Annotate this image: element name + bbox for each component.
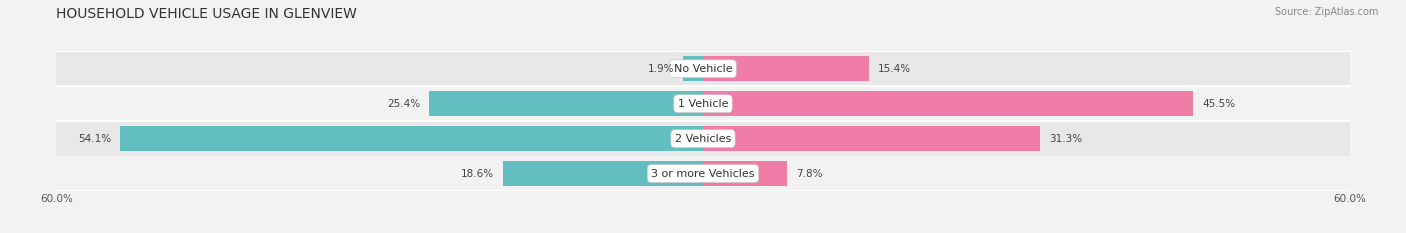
Bar <box>703 56 869 81</box>
Bar <box>120 126 703 151</box>
Text: 1 Vehicle: 1 Vehicle <box>678 99 728 109</box>
Bar <box>682 56 703 81</box>
Text: 31.3%: 31.3% <box>1049 134 1083 144</box>
Bar <box>502 161 703 186</box>
Text: 1.9%: 1.9% <box>647 64 673 74</box>
FancyBboxPatch shape <box>56 156 1350 191</box>
Text: 18.6%: 18.6% <box>461 169 494 178</box>
Text: 7.8%: 7.8% <box>796 169 823 178</box>
Text: HOUSEHOLD VEHICLE USAGE IN GLENVIEW: HOUSEHOLD VEHICLE USAGE IN GLENVIEW <box>56 7 357 21</box>
Bar <box>429 91 703 116</box>
Text: 3 or more Vehicles: 3 or more Vehicles <box>651 169 755 178</box>
FancyBboxPatch shape <box>56 51 1350 86</box>
Text: 15.4%: 15.4% <box>877 64 911 74</box>
Text: 2 Vehicles: 2 Vehicles <box>675 134 731 144</box>
Text: 45.5%: 45.5% <box>1202 99 1236 109</box>
Text: 54.1%: 54.1% <box>79 134 111 144</box>
FancyBboxPatch shape <box>56 86 1350 121</box>
Bar <box>703 161 787 186</box>
Text: 25.4%: 25.4% <box>388 99 420 109</box>
FancyBboxPatch shape <box>56 121 1350 156</box>
Text: No Vehicle: No Vehicle <box>673 64 733 74</box>
Text: Source: ZipAtlas.com: Source: ZipAtlas.com <box>1274 7 1378 17</box>
Bar <box>703 91 1194 116</box>
Bar <box>703 126 1040 151</box>
